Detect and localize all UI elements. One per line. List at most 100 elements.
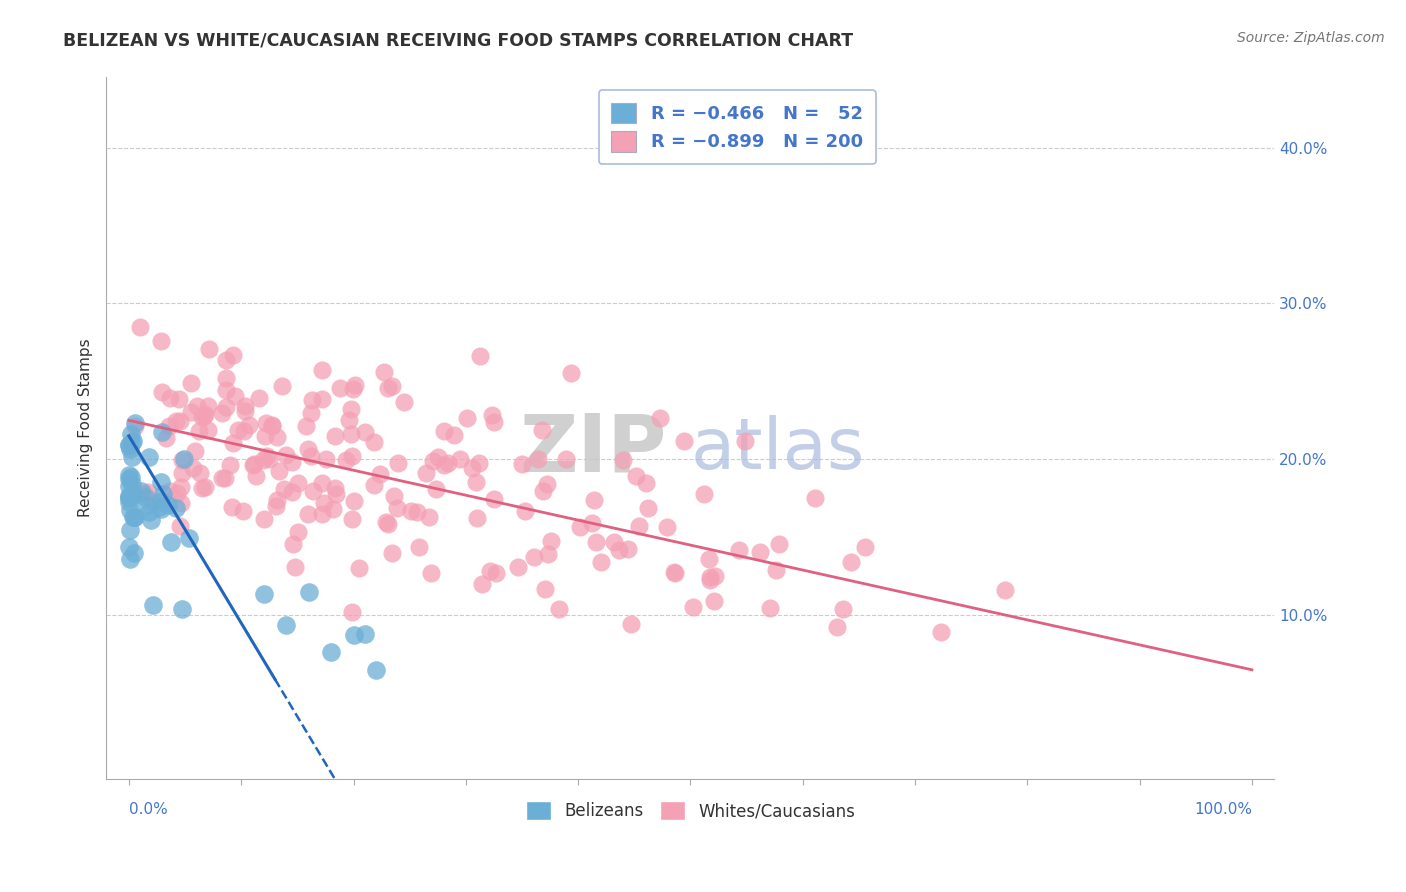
Point bbox=[254, 417, 277, 431]
Point bbox=[256, 449, 278, 463]
Point bbox=[276, 448, 298, 462]
Point bbox=[121, 477, 143, 491]
Text: 100.0%: 100.0% bbox=[1194, 802, 1251, 817]
Point bbox=[266, 430, 288, 444]
Point bbox=[280, 455, 302, 469]
Point bbox=[142, 495, 165, 509]
Point bbox=[508, 560, 530, 574]
Point bbox=[443, 427, 465, 442]
Point bbox=[340, 605, 363, 619]
Text: 0.0%: 0.0% bbox=[129, 802, 167, 817]
Point bbox=[222, 436, 245, 450]
Point bbox=[612, 453, 634, 467]
Point bbox=[449, 451, 471, 466]
Point bbox=[657, 519, 679, 533]
Point bbox=[136, 484, 159, 499]
Point bbox=[121, 450, 143, 464]
Point bbox=[319, 644, 342, 658]
Point bbox=[342, 382, 364, 396]
Point bbox=[242, 458, 264, 472]
Point bbox=[118, 503, 141, 517]
Point bbox=[245, 469, 267, 483]
Point bbox=[139, 513, 162, 527]
Point bbox=[832, 601, 855, 615]
Point bbox=[433, 458, 456, 472]
Point bbox=[177, 531, 200, 545]
Point bbox=[703, 594, 725, 608]
Point bbox=[768, 537, 790, 551]
Point bbox=[159, 484, 181, 499]
Point bbox=[118, 479, 141, 493]
Point bbox=[118, 489, 141, 503]
Point bbox=[118, 472, 141, 486]
Point bbox=[620, 616, 643, 631]
Text: Source: ZipAtlas.com: Source: ZipAtlas.com bbox=[1237, 31, 1385, 45]
Point bbox=[170, 496, 193, 510]
Point bbox=[510, 457, 533, 471]
Point bbox=[197, 399, 219, 413]
Point bbox=[481, 408, 503, 422]
Point bbox=[471, 576, 494, 591]
Point bbox=[311, 508, 333, 522]
Point bbox=[260, 417, 283, 432]
Point bbox=[385, 500, 408, 515]
Point bbox=[150, 494, 173, 508]
Point bbox=[382, 489, 405, 503]
Point bbox=[238, 418, 260, 433]
Point bbox=[281, 537, 304, 551]
Point bbox=[233, 403, 256, 417]
Point bbox=[193, 409, 215, 423]
Point bbox=[165, 414, 187, 428]
Point bbox=[257, 451, 280, 466]
Point bbox=[637, 500, 659, 515]
Point bbox=[315, 451, 337, 466]
Point bbox=[373, 365, 395, 379]
Point bbox=[347, 561, 370, 575]
Point bbox=[531, 484, 554, 499]
Point bbox=[461, 461, 484, 475]
Point bbox=[266, 493, 288, 508]
Point bbox=[166, 501, 188, 516]
Point bbox=[118, 438, 141, 452]
Point bbox=[530, 423, 553, 437]
Point bbox=[582, 492, 605, 507]
Point bbox=[191, 410, 214, 425]
Point bbox=[271, 378, 294, 392]
Point bbox=[377, 516, 399, 531]
Point bbox=[188, 424, 211, 438]
Point bbox=[118, 494, 141, 508]
Point bbox=[664, 566, 686, 580]
Point bbox=[215, 353, 238, 368]
Point bbox=[664, 566, 686, 581]
Point bbox=[468, 456, 491, 470]
Point bbox=[184, 444, 207, 458]
Point bbox=[138, 505, 160, 519]
Point bbox=[533, 582, 555, 596]
Point bbox=[479, 564, 502, 578]
Point bbox=[437, 457, 460, 471]
Point bbox=[555, 451, 578, 466]
Point bbox=[758, 600, 780, 615]
Point bbox=[287, 475, 309, 490]
Point bbox=[170, 467, 193, 481]
Point bbox=[648, 411, 671, 425]
Point bbox=[138, 450, 160, 464]
Point bbox=[994, 583, 1017, 598]
Point bbox=[197, 423, 219, 437]
Point bbox=[269, 464, 291, 478]
Point bbox=[198, 342, 221, 356]
Point bbox=[340, 449, 363, 463]
Point bbox=[484, 491, 506, 506]
Point bbox=[136, 498, 159, 512]
Point bbox=[118, 438, 141, 452]
Point bbox=[329, 381, 352, 395]
Point bbox=[222, 348, 245, 362]
Point bbox=[548, 602, 571, 616]
Point bbox=[226, 423, 249, 437]
Y-axis label: Receiving Food Stamps: Receiving Food Stamps bbox=[79, 339, 93, 517]
Point bbox=[526, 452, 548, 467]
Point bbox=[128, 319, 150, 334]
Point bbox=[287, 524, 309, 539]
Point bbox=[374, 515, 396, 529]
Point bbox=[415, 466, 437, 480]
